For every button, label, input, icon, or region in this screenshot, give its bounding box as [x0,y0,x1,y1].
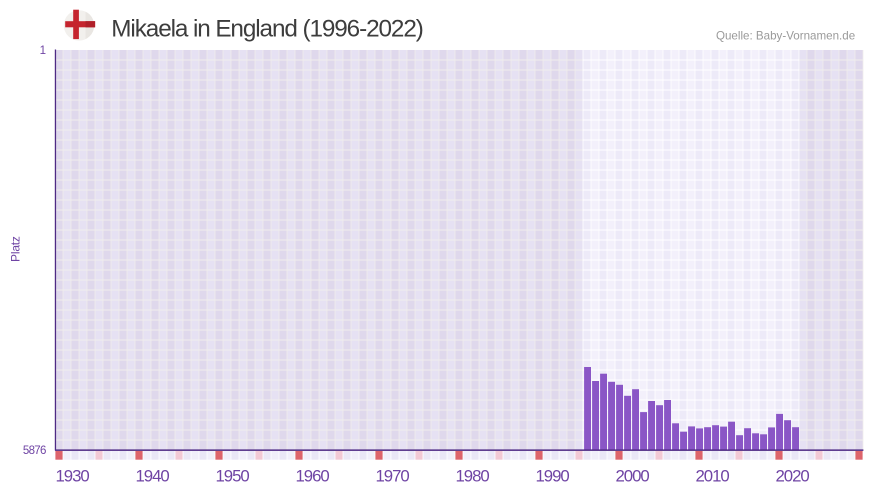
svg-text:1970: 1970 [376,467,410,486]
svg-text:1940: 1940 [136,467,170,486]
svg-text:1950: 1950 [216,467,250,486]
svg-text:1960: 1960 [296,467,330,486]
svg-text:Platz: Platz [8,236,22,262]
svg-text:Mikaela in England (1996-2022): Mikaela in England (1996-2022) [111,15,422,42]
svg-text:2010: 2010 [696,467,730,486]
svg-text:1990: 1990 [536,467,570,486]
svg-text:5876: 5876 [23,445,46,457]
svg-text:2020: 2020 [776,467,810,486]
svg-text:Quelle: Baby-Vornamen.de: Quelle: Baby-Vornamen.de [716,29,855,42]
svg-text:1930: 1930 [56,467,90,486]
svg-text:1: 1 [40,45,46,57]
svg-text:1980: 1980 [456,467,490,486]
svg-text:2000: 2000 [616,467,650,486]
